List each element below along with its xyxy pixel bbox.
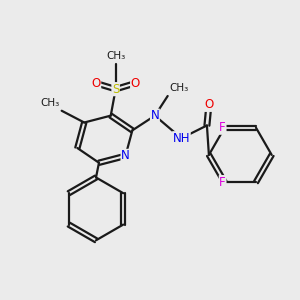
Text: N: N [151,109,159,122]
Text: CH₃: CH₃ [169,83,189,93]
Text: O: O [204,98,214,111]
Text: S: S [112,82,119,96]
Text: N: N [121,149,130,162]
Text: CH₃: CH₃ [40,98,60,108]
Text: O: O [92,77,100,90]
Text: O: O [131,77,140,90]
Text: F: F [219,176,226,189]
Text: NH: NH [173,132,190,145]
Text: F: F [219,121,226,134]
Text: CH₃: CH₃ [106,51,125,61]
